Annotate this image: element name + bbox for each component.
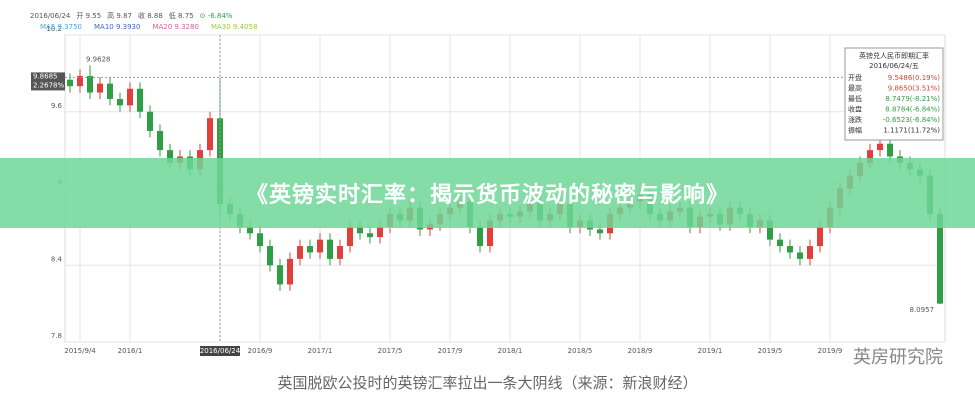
info-title: 英镑兑人民币即期汇率	[859, 51, 929, 60]
candle-body	[247, 226, 253, 234]
candle-body	[787, 246, 793, 253]
info-value: 8.7479(-8.21%)	[885, 95, 940, 103]
candle-body	[147, 111, 153, 131]
ma-legend: MA20 9.3280	[152, 23, 198, 31]
crosshair-price: 9.8685	[33, 72, 58, 80]
ma-legend: MA10 9.3930	[94, 23, 140, 31]
info-label: 最低	[848, 94, 862, 103]
x-tick-label: 2019/5	[758, 347, 783, 355]
x-tick-label: 2015/9/4	[64, 347, 96, 355]
info-value: 1.1171(11.72%)	[883, 127, 940, 135]
y-tick-label: 10.2	[46, 25, 62, 33]
x-tick-label: 2016/06/24	[200, 347, 241, 355]
ma-legend: MA30 9.4058	[211, 23, 257, 31]
x-tick-label: 2018/5	[568, 347, 593, 355]
candle-body	[277, 265, 283, 285]
candle-body	[367, 233, 373, 238]
candle-body	[347, 226, 353, 247]
x-tick-label: 2018/1	[498, 347, 523, 355]
header-item: 收 8.88	[138, 11, 163, 20]
candle-body	[357, 226, 363, 234]
candle-body	[107, 83, 113, 99]
info-label: 振幅	[848, 126, 862, 135]
candle-body	[137, 88, 143, 112]
candle-body	[377, 226, 383, 238]
candle-body	[937, 214, 943, 304]
header-item: 2016/06/24	[30, 12, 71, 20]
low-label: 8.0957	[910, 306, 935, 314]
candle-body	[167, 150, 173, 163]
candle-body	[317, 239, 323, 253]
header-item: 高 9.87	[107, 11, 132, 20]
candle-body	[877, 143, 883, 151]
x-tick-label: 2016/1	[118, 347, 143, 355]
x-tick-label: 2017/9	[438, 347, 463, 355]
candle-body	[157, 130, 163, 151]
crosshair-change: 2.2678%	[33, 81, 64, 89]
candle-body	[67, 79, 73, 87]
candle-body	[487, 220, 493, 247]
info-value: -0.6523(-6.84%)	[883, 116, 941, 124]
candle-body	[327, 239, 333, 259]
candle-body	[207, 118, 213, 151]
y-tick-label: 7.8	[51, 332, 62, 340]
candle-body	[87, 75, 93, 93]
x-tick-label: 2019/9	[818, 347, 843, 355]
high-label: 9.9628	[86, 55, 111, 63]
info-date: 2016/06/24/五	[869, 62, 919, 70]
info-box	[844, 47, 944, 141]
y-tick-label: 8.4	[51, 255, 63, 263]
candle-body	[297, 246, 303, 259]
x-tick-label: 2017/1	[308, 347, 333, 355]
info-value: 9.5486(0.19%)	[888, 74, 940, 82]
candle-body	[257, 233, 263, 247]
candle-body	[267, 246, 273, 266]
crosshair-label-bg	[31, 72, 65, 91]
info-label: 开盘	[848, 73, 862, 82]
header-item: ⊙ -6.84%	[200, 12, 233, 20]
candle-body	[337, 246, 343, 259]
info-label: 收盘	[848, 105, 862, 114]
y-tick-label: 9.6	[51, 102, 63, 110]
candle-body	[797, 252, 803, 259]
x-tick-label: 2018/9	[628, 347, 653, 355]
crosshair-date-bg	[200, 346, 240, 356]
candle-body	[77, 75, 83, 87]
watermark: 英房研究院	[853, 347, 943, 368]
candle-body	[97, 83, 103, 93]
candle-body	[597, 229, 603, 234]
info-value: 8.8784(-6.84%)	[885, 106, 940, 114]
candle-body	[767, 220, 773, 240]
info-label: 涨跌	[848, 115, 862, 124]
candle-body	[287, 258, 293, 285]
info-value: 9.8650(3.51%)	[888, 85, 940, 93]
x-tick-label: 2017/5	[378, 347, 403, 355]
candle-body	[777, 239, 783, 247]
header-item: 低 8.75	[169, 11, 194, 20]
candle-body	[817, 226, 823, 247]
candle-body	[477, 226, 483, 247]
x-tick-label: 2019/1	[698, 347, 723, 355]
candle-body	[807, 246, 813, 259]
caption: 英国脱欧公投时的英镑汇率拉出一条大阴线（来源：新浪财经）	[277, 374, 698, 392]
candle-body	[127, 88, 133, 106]
info-label: 最高	[848, 84, 862, 93]
candle-body	[117, 98, 123, 106]
candle-body	[887, 143, 893, 157]
candle-body	[867, 150, 873, 163]
banner-title: 《英镑实时汇率：揭示货币波动的秘密与影响》	[0, 158, 975, 228]
x-tick-label: 2016/9	[248, 347, 273, 355]
header-item: 开 9.55	[76, 12, 101, 20]
ma-legend: MA5 9.3750	[40, 23, 82, 31]
candle-body	[307, 246, 313, 253]
